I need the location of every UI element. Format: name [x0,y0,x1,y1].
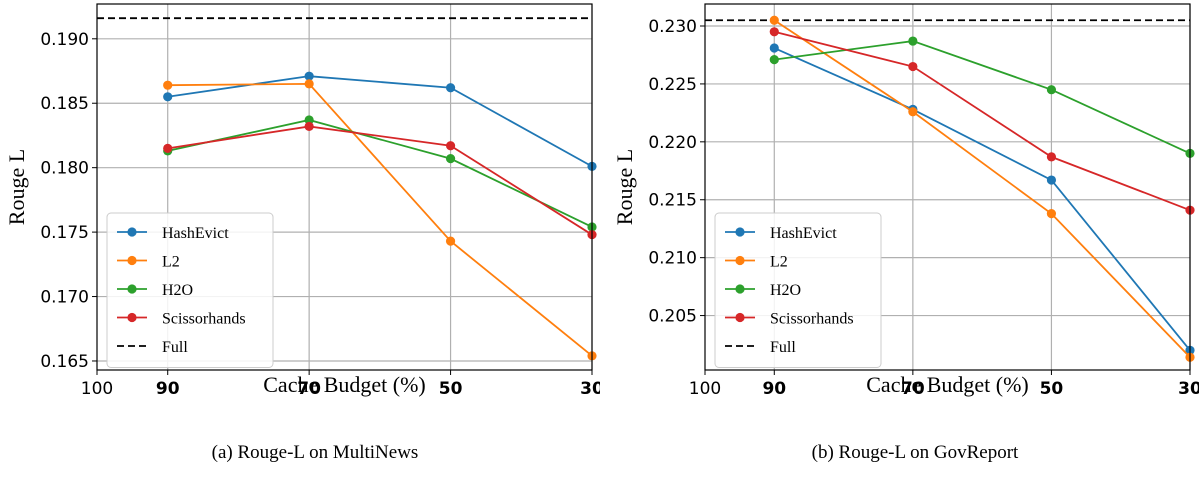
x-tick-label: 100 [689,379,721,399]
series-line-scissorhands [774,30,1191,212]
chart-caption: (b) Rouge-L on GovReport [811,442,1019,463]
x-tick-label: 90 [156,379,180,399]
legend-label-hashevict: HashEvict [770,225,837,242]
x-tick-label: 50 [439,379,463,399]
legend-marker-h2o [735,284,745,294]
legend-label-h2o: H2O [770,282,801,299]
series-line-scissorhands [167,125,593,236]
chart-caption: (a) Rouge-L on MultiNews [211,442,419,463]
legend-marker-hashevict [127,227,137,237]
y-tick-label: 0.190 [40,30,89,50]
legend-label-l2: L2 [162,254,180,271]
data-point-hashevict [445,83,456,93]
y-tick-label: 0.225 [648,75,697,95]
data-point-hashevict [769,43,779,53]
data-point-l2 [769,15,779,25]
data-point-scissorhands [304,121,314,132]
y-tick-label: 0.220 [648,133,697,153]
legend-marker-h2o [127,284,137,294]
data-point-l2 [445,236,456,246]
data-point-hashevict [304,71,314,81]
legend-box [106,212,274,368]
legend-label-full: Full [770,339,796,356]
x-tick-label: 30 [1178,379,1199,399]
legend-box [714,212,882,368]
x-tick-label: 70 [901,379,925,399]
data-point-h2o [445,154,456,164]
data-point-h2o [908,36,918,46]
y-tick-label: 0.180 [40,159,89,179]
chart-panel-multinews: 100 90 70 50 30 0.165 0.170 0.175 0.180 0.185 0.19… [4,3,600,463]
y-axis-title: Rouge L [612,149,637,225]
grid [705,4,1191,370]
x-axis-title: Cache Budget (%) [263,372,426,397]
data-point-l2 [304,79,314,89]
x-tick-label: 100 [81,379,113,399]
data-point-hashevict [163,92,173,102]
series-line-hashevict [167,75,593,168]
chart-svg-govreport: 100 90 70 50 30 0.205 0.210 0.215 0.220 0.225 0.23… [612,3,1199,399]
data-point-scissorhands [445,141,456,151]
y-tick-label: 0.215 [648,191,697,211]
legend-marker-hashevict [735,227,745,237]
x-tick-label: 90 [762,379,786,399]
series-line-hashevict [773,47,1191,351]
data-point-h2o [304,115,314,125]
legend: HashEvict L2 H2O Scissorhands Full [106,212,274,368]
data-point-l2 [1046,209,1057,219]
y-tick-label: 0.170 [40,288,89,308]
y-tick-label: 0.165 [40,352,89,372]
series-line-h2o [774,40,1191,155]
y-tick-label: 0.210 [648,249,697,269]
legend-label-scissorhands: Scissorhands [770,311,854,328]
x-tick-label: 70 [297,379,321,399]
series-line-l2 [773,19,1191,358]
data-point-scissorhands [908,61,918,72]
data-point-h2o [1046,85,1057,95]
legend-label-l2: L2 [770,254,788,271]
data-point-h2o [769,54,779,65]
legend-marker-l2 [735,255,745,266]
series-line-h2o [167,119,593,228]
legend-label-scissorhands: Scissorhands [162,311,246,328]
x-tick-label: 30 [580,379,600,399]
legend-label-full: Full [162,339,188,356]
data-point-scissorhands [769,27,779,37]
plot-frame [96,3,593,371]
data-point-scissorhands [1046,152,1057,162]
series-line-l2 [167,82,593,357]
data-point-scissorhands [163,143,173,153]
data-point-l2 [163,80,173,90]
data-point-l2 [908,107,918,117]
legend-label-hashevict: HashEvict [162,225,229,242]
data-point-hashevict [1046,175,1057,185]
legend-label-h2o: H2O [162,282,193,299]
legend-marker-scissorhands [127,312,137,323]
y-tick-label: 0.175 [40,223,89,243]
legend-marker-l2 [127,255,137,266]
chart-svg-multinews: 100 90 70 50 30 0.165 0.170 0.175 0.180 0.185 0.19… [4,3,600,399]
y-axis-title: Rouge L [4,149,29,225]
y-tick-label: 0.205 [648,307,697,327]
x-axis-title: Cache Budget (%) [866,372,1029,397]
plot-frame [704,3,1191,371]
legend-marker-scissorhands [735,312,745,323]
y-tick-label: 0.185 [40,94,89,114]
x-tick-label: 50 [1040,379,1064,399]
chart-panel-govreport: 100 90 70 50 30 0.205 0.210 0.215 0.220 0.225 0.23… [600,0,1199,483]
legend: HashEvict L2 H2O Scissorhands Full [714,212,882,368]
y-tick-label: 0.230 [648,17,697,37]
